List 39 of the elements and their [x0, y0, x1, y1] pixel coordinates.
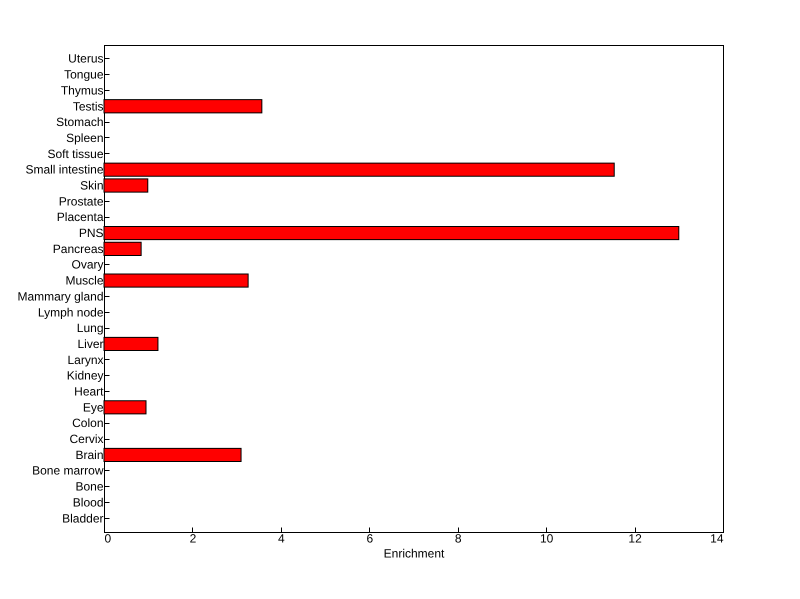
x-tick-label: 2	[190, 532, 197, 546]
y-tick-label: Ovary	[71, 258, 104, 272]
y-tick-label: Kidney	[66, 368, 104, 383]
y-tick-label: Skin	[80, 178, 104, 192]
x-tick-label: 14	[710, 532, 724, 546]
y-tick-label: Prostate	[58, 194, 104, 208]
y-tick-label: Blood	[72, 495, 104, 510]
y-tick-label: Bladder	[62, 511, 104, 526]
x-tick-label: 4	[278, 532, 286, 546]
y-tick-label: Colon	[72, 416, 104, 430]
y-tick-label: Soft tissue	[47, 146, 104, 161]
y-tick-label: Eye	[82, 400, 104, 414]
x-tick-label: 10	[540, 532, 554, 546]
x-axis-title: Enrichment	[384, 546, 446, 560]
x-tick-label: 6	[366, 532, 374, 546]
y-tick-label: Small intestine	[25, 162, 104, 177]
y-tick-label: PNS	[78, 226, 104, 240]
y-tick-label: Mammary gland	[17, 289, 104, 304]
y-tick-label: Liver	[77, 336, 104, 351]
y-tick-label: Thymus	[60, 83, 104, 98]
y-tick-label: Bone	[75, 480, 104, 494]
y-tick-label: Spleen	[66, 130, 104, 145]
y-tick-label: Larynx	[67, 352, 104, 367]
x-tick-label: 0	[104, 532, 112, 546]
y-tick-label: Cervix	[69, 432, 104, 446]
y-tick-label: Uterus	[68, 52, 104, 66]
y-tick-label: Tongue	[64, 68, 104, 82]
y-tick-label: Pancreas	[52, 242, 104, 256]
x-tick-label: 8	[454, 532, 462, 546]
y-tick-label: Bone marrow	[32, 464, 104, 478]
y-tick-label: Heart	[74, 384, 104, 399]
y-tick-label: Testis	[72, 99, 104, 114]
y-tick-label: Lung	[76, 321, 104, 336]
y-tick-label: Lymph node	[38, 305, 104, 320]
y-tick-label: Muscle	[65, 274, 104, 288]
y-tick-label: Stomach	[56, 115, 104, 130]
y-tick-label: Placenta	[56, 210, 104, 224]
y-tick-label: Brain	[75, 448, 104, 462]
x-tick-label: 12	[628, 532, 642, 546]
